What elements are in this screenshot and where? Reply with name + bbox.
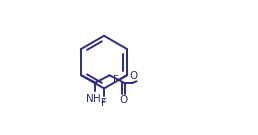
Text: F: F: [113, 75, 118, 85]
Text: O: O: [120, 95, 128, 105]
Text: NH$_2$: NH$_2$: [85, 92, 106, 106]
Text: O: O: [129, 71, 137, 81]
Text: F: F: [101, 98, 107, 108]
